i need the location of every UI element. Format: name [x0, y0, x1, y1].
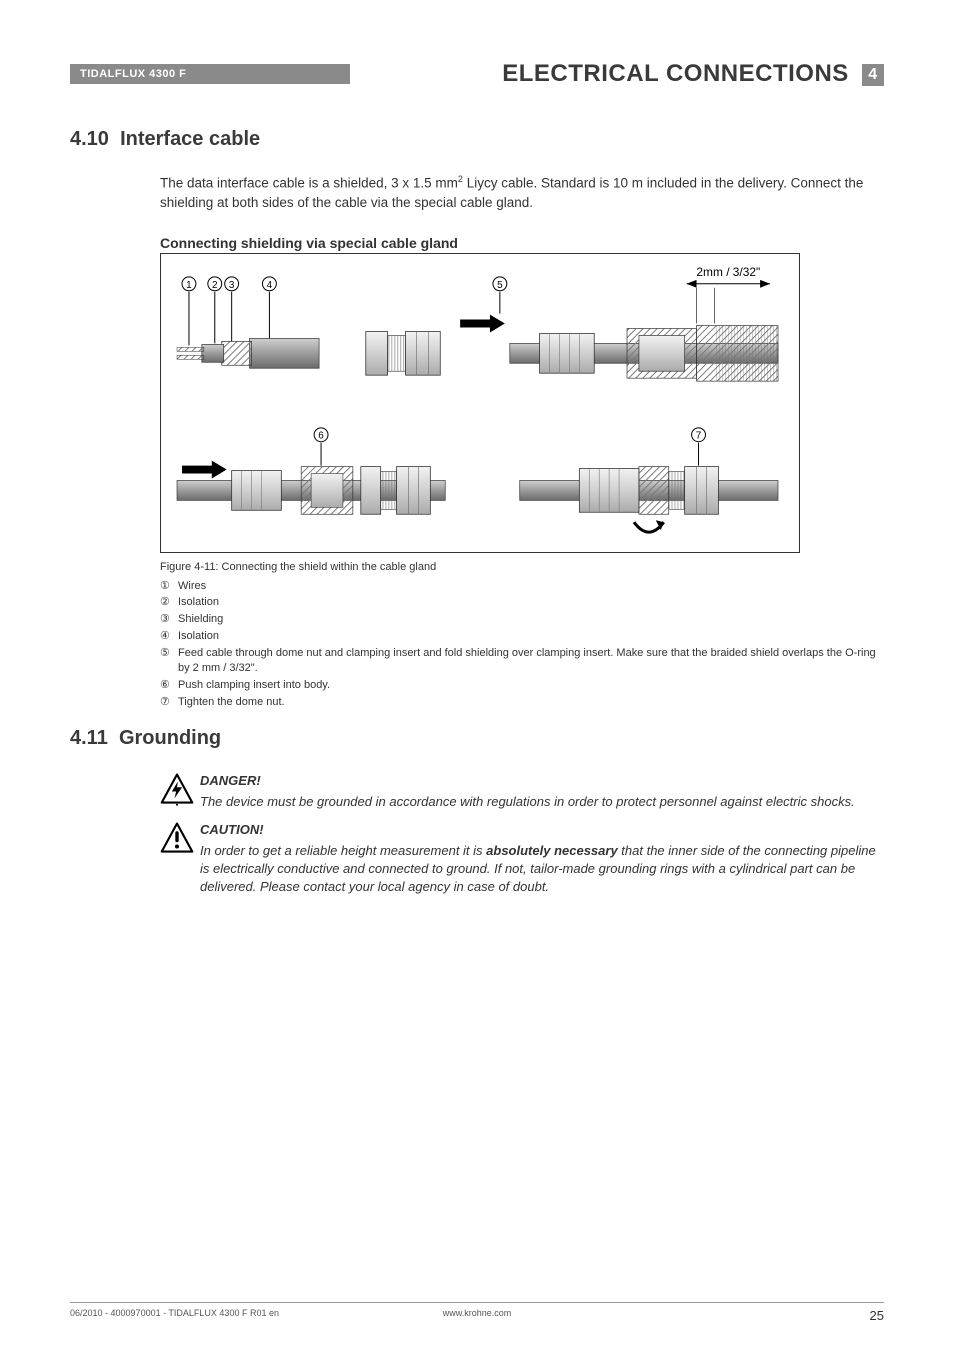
- footer-page-number: 25: [870, 1308, 884, 1323]
- legend-text: Push clamping insert into body.: [178, 678, 884, 693]
- section-4-11-heading: 4.11 Grounding: [70, 727, 884, 750]
- legend-text: Tighten the dome nut.: [178, 695, 884, 710]
- danger-title: DANGER!: [200, 772, 884, 790]
- product-name-bar: TIDALFLUX 4300 F: [70, 64, 350, 84]
- svg-text:1: 1: [186, 279, 192, 290]
- svg-text:3: 3: [229, 279, 235, 290]
- intro-pre: The data interface cable is a shielded, …: [160, 176, 458, 191]
- chapter-number-badge: 4: [862, 64, 884, 86]
- caution-bold: absolutely necessary: [486, 843, 618, 858]
- legend-text: Shielding: [178, 612, 884, 627]
- legend-item: ④Isolation: [160, 629, 884, 644]
- section-4-10-heading: 4.10 Interface cable: [70, 128, 884, 151]
- legend-text: Feed cable through dome nut and clamping…: [178, 646, 884, 676]
- svg-text:7: 7: [696, 430, 702, 441]
- caution-text: In order to get a reliable height measur…: [200, 842, 884, 897]
- legend-item: ③Shielding: [160, 612, 884, 627]
- svg-text:4: 4: [267, 279, 273, 290]
- danger-text: The device must be grounded in accordanc…: [200, 793, 884, 811]
- fig-bottom-right: 7: [520, 427, 778, 531]
- svg-text:5: 5: [497, 279, 503, 290]
- caution-pre: In order to get a reliable height measur…: [200, 843, 486, 858]
- fig-top-center-gland: 5: [366, 276, 507, 374]
- legend-text: Isolation: [178, 629, 884, 644]
- legend-item: ①Wires: [160, 579, 884, 594]
- figure-svg: 2mm / 3/32" 1 2: [161, 254, 799, 552]
- caution-block: CAUTION! In order to get a reliable heig…: [160, 821, 884, 896]
- caution-icon: [160, 821, 200, 860]
- fig-top-left: 1 2 3 4: [177, 276, 319, 367]
- intro-paragraph: The data interface cable is a shielded, …: [160, 173, 884, 213]
- legend-item: ②Isolation: [160, 595, 884, 610]
- figure-legend: ①Wires ②Isolation ③Shielding ④Isolation …: [160, 579, 884, 710]
- section-number: 4.11: [70, 727, 108, 749]
- figure-subheading: Connecting shielding via special cable g…: [160, 235, 884, 251]
- dim-label: 2mm / 3/32": [696, 264, 760, 278]
- footer-center: www.krohne.com: [443, 1308, 512, 1318]
- svg-text:6: 6: [318, 430, 324, 441]
- fig-bottom-left: 6: [177, 427, 445, 513]
- page-header: TIDALFLUX 4300 F ELECTRICAL CONNECTIONS …: [70, 60, 884, 88]
- section-title: Grounding: [119, 727, 221, 749]
- svg-text:2: 2: [212, 279, 218, 290]
- chapter-title-text: ELECTRICAL CONNECTIONS: [502, 60, 849, 87]
- legend-item: ⑦Tighten the dome nut.: [160, 695, 884, 710]
- fig-top-right-assembly: [510, 287, 778, 380]
- legend-text: Wires: [178, 579, 884, 594]
- legend-item: ⑤Feed cable through dome nut and clampin…: [160, 646, 884, 676]
- danger-icon: [160, 772, 200, 811]
- legend-text: Isolation: [178, 595, 884, 610]
- chapter-title: ELECTRICAL CONNECTIONS 4: [350, 60, 884, 88]
- section-number: 4.10: [70, 128, 109, 150]
- footer-left: 06/2010 - 4000970001 - TIDALFLUX 4300 F …: [70, 1308, 279, 1323]
- caution-title: CAUTION!: [200, 821, 884, 839]
- figure-4-11: 2mm / 3/32" 1 2: [160, 253, 800, 553]
- danger-block: DANGER! The device must be grounded in a…: [160, 772, 884, 811]
- section-title: Interface cable: [120, 128, 260, 150]
- figure-caption: Figure 4-11: Connecting the shield withi…: [160, 561, 884, 573]
- legend-item: ⑥Push clamping insert into body.: [160, 678, 884, 693]
- page-footer: 06/2010 - 4000970001 - TIDALFLUX 4300 F …: [70, 1302, 884, 1323]
